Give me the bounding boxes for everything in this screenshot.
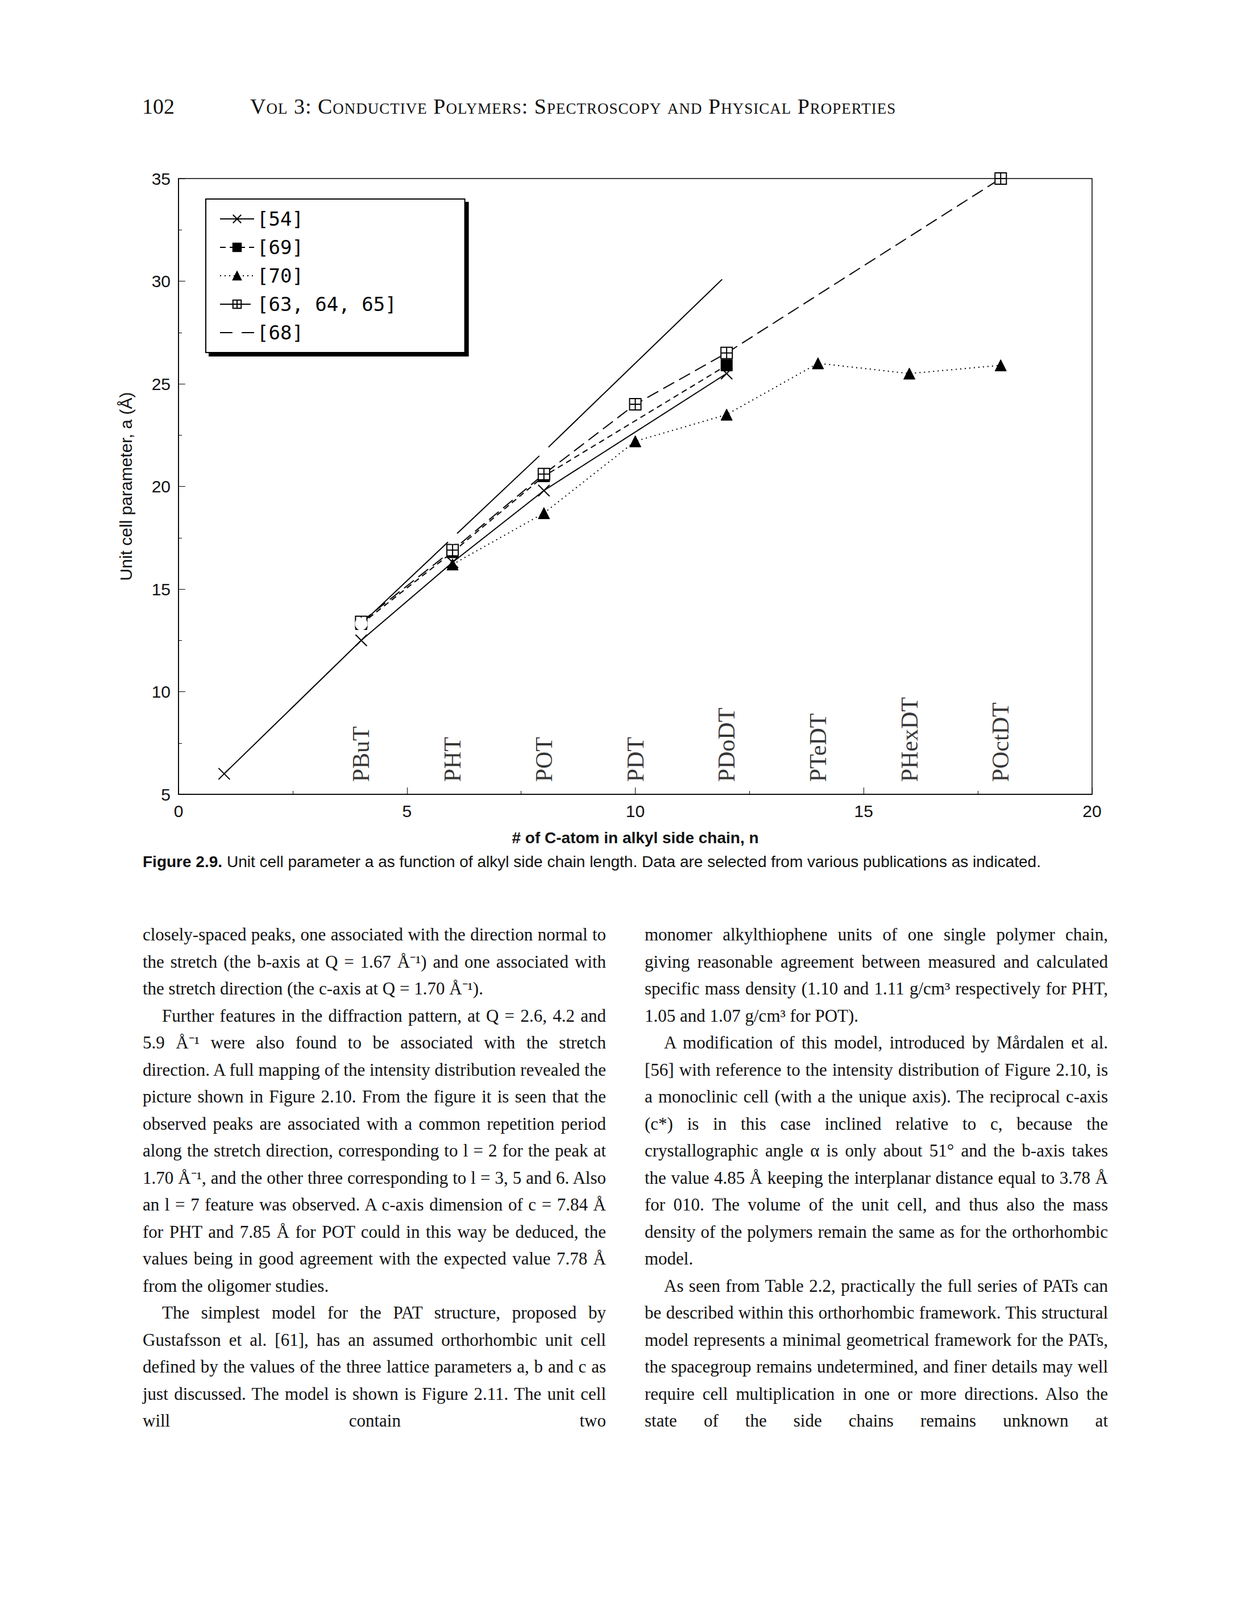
html-text:102: 102	[142, 94, 175, 119]
svg-text:25: 25	[151, 374, 171, 394]
svg-text:35: 35	[151, 169, 171, 189]
svg-text:PTeDT: PTeDT	[804, 713, 832, 783]
html-text:monomer alkylthiophene units o: monomer alkylthiophene units of one sing…	[644, 924, 1108, 1026]
svg-text:PDoDT: PDoDT	[713, 707, 740, 783]
svg-text:5: 5	[401, 801, 412, 821]
svg-text:Unit cell parameter, a (Å): Unit cell parameter, a (Å)	[116, 392, 136, 581]
svg-text:[68]: [68]	[256, 321, 304, 344]
html-text:The simplest model for the PAT: The simplest model for the PAT structure…	[142, 1302, 607, 1431]
html-text:Further features in the diffra: Further features in the diffraction patt…	[142, 1005, 607, 1296]
svg-text:POT: POT	[530, 736, 558, 782]
svg-text:15: 15	[151, 579, 171, 599]
svg-text:[69]: [69]	[256, 235, 304, 259]
svg-text:0: 0	[173, 801, 184, 821]
svg-text:5: 5	[160, 785, 171, 804]
svg-text:PHT: PHT	[439, 736, 466, 782]
svg-text:PDT: PDT	[622, 736, 649, 782]
html-text:closely-spaced peaks, one asso: closely-spaced peaks, one associated wit…	[142, 924, 607, 999]
svg-text:20: 20	[1082, 801, 1102, 821]
svg-text:PHexDT: PHexDT	[896, 696, 923, 782]
svg-text:30: 30	[151, 271, 171, 291]
html-text:As seen from Table 2.2, practi: As seen from Table 2.2, practically the …	[644, 1275, 1108, 1431]
svg-text:[54]: [54]	[256, 207, 304, 231]
svg-text:[70]: [70]	[256, 264, 304, 288]
html-text:Figure 2.9. Unit cell paramete: Figure 2.9. Unit cell parameter a as fun…	[142, 852, 1041, 871]
svg-text:[63, 64, 65]: [63, 64, 65]	[256, 292, 397, 316]
svg-text:20: 20	[151, 476, 171, 496]
html-text:Vol 3: Conductive Polymers: Sp: Vol 3: Conductive Polymers: Spectroscopy…	[250, 94, 897, 119]
svg-text:# of C-atom in alkyl side chai: # of C-atom in alkyl side chain, n	[511, 828, 759, 847]
svg-text:PBuT: PBuT	[347, 725, 375, 782]
svg-text:15: 15	[854, 801, 874, 821]
svg-text:10: 10	[151, 682, 171, 701]
svg-text:POctDT: POctDT	[987, 702, 1014, 782]
svg-text:10: 10	[625, 801, 645, 821]
html-text:A modification of this model,: A modification of this model, introduced…	[644, 1032, 1108, 1269]
